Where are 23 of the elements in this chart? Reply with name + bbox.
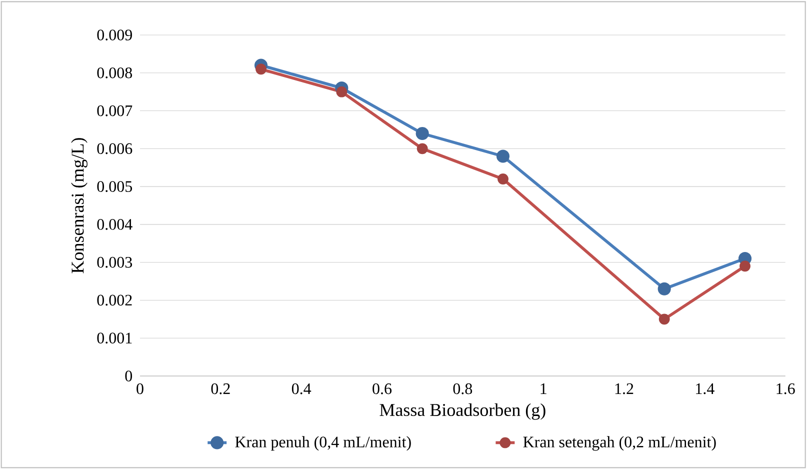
- x-tick-label: 1: [540, 383, 546, 394]
- x-axis-title: Massa Bioadsorben (g): [380, 403, 546, 420]
- y-axis-title: Konsenrasi (mg/L): [71, 138, 88, 274]
- x-tick-label: 0.2: [211, 383, 230, 394]
- x-tick-label: 0.4: [292, 383, 312, 394]
- x-tick-label: 0.6: [372, 383, 392, 394]
- y-tick-label: 0.001: [97, 332, 132, 344]
- y-tick-label: 0.003: [97, 256, 132, 268]
- y-tick-label: 0.007: [97, 105, 132, 116]
- legend-label: Kran setengah (0,2 mL/menit): [523, 436, 716, 451]
- y-tick-label: 0.009: [97, 30, 132, 40]
- y-tick-label: 0.006: [97, 143, 132, 154]
- legend-label: Kran penuh (0,4 mL/menit): [235, 436, 411, 451]
- y-tick-label: 0: [125, 370, 132, 382]
- x-tick-label: 1.6: [776, 383, 795, 394]
- y-tick-label: 0.002: [97, 294, 132, 306]
- x-tick-label: 1.4: [696, 383, 714, 394]
- y-tick-label: 0.005: [97, 181, 132, 192]
- y-tick-label: 0.008: [97, 67, 132, 78]
- x-tick-label: 1.2: [615, 383, 634, 394]
- x-tick-label: 0.8: [453, 383, 472, 394]
- y-tick-label: 0.004: [97, 219, 132, 230]
- x-tick-label: 0: [136, 383, 144, 394]
